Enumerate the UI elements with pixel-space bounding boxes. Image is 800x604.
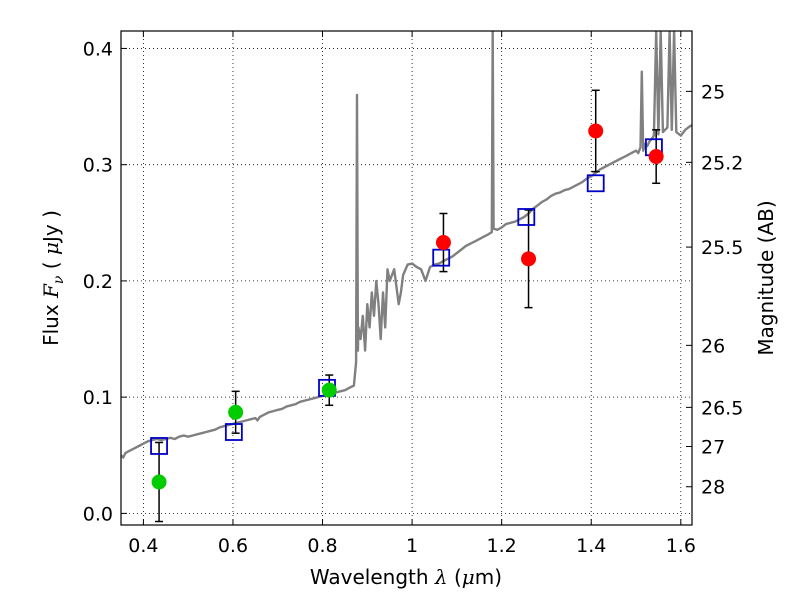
x-tick-label: 1.4 bbox=[576, 535, 606, 557]
y2-tick-label: 28 bbox=[701, 477, 725, 499]
y-tick-label: 0.2 bbox=[83, 271, 113, 293]
x-tick-label: 1.2 bbox=[487, 535, 517, 557]
y2-tick-label: 25.2 bbox=[701, 152, 743, 174]
y-tick-label: 0.3 bbox=[83, 155, 113, 177]
plot-area bbox=[121, 31, 692, 523]
y2-tick-label: 26.5 bbox=[701, 397, 743, 419]
x-tick-label: 0.8 bbox=[307, 535, 337, 557]
sed-model-line bbox=[121, 31, 692, 459]
y-axis-label: Flux Fν ( μJy ) bbox=[39, 210, 67, 346]
observed-point bbox=[321, 382, 337, 398]
observed-point bbox=[228, 404, 244, 420]
grid-lines bbox=[121, 31, 692, 525]
y-tick-label: 0.4 bbox=[83, 38, 113, 60]
x-tick-label: 1.6 bbox=[666, 535, 696, 557]
model-photometry-square bbox=[150, 437, 168, 455]
y-tick-label: 0.1 bbox=[83, 387, 113, 409]
model-photometry-square bbox=[586, 174, 605, 193]
observed-point bbox=[648, 149, 664, 165]
observed-point bbox=[588, 123, 604, 139]
x-axis-label: Wavelength λ (μm) bbox=[310, 565, 502, 589]
plot-frame bbox=[120, 30, 693, 526]
y2-tick-label: 27 bbox=[701, 436, 725, 458]
y2-axis-label: Magnitude (AB) bbox=[754, 200, 778, 355]
y2-tick-label: 26 bbox=[701, 335, 725, 357]
x-tick-label: 1 bbox=[406, 535, 418, 557]
observed-point bbox=[435, 235, 451, 251]
axis-ticks: 0.4 0.6 0.8 1 1.2 1.4 1.6 0.0 0.1 0.2 0.3 0.4 25 25.2… bbox=[83, 31, 743, 557]
observed-point bbox=[151, 474, 167, 490]
y2-tick-label: 25.5 bbox=[701, 237, 743, 259]
y-tick-label: 0.0 bbox=[83, 503, 113, 525]
x-tick-label: 0.4 bbox=[128, 535, 158, 557]
model-photometry-square bbox=[224, 423, 243, 441]
model-photometry-square bbox=[517, 208, 536, 226]
x-tick-label: 0.6 bbox=[218, 535, 248, 557]
y2-tick-label: 25 bbox=[701, 81, 725, 103]
observed-point bbox=[521, 251, 537, 267]
